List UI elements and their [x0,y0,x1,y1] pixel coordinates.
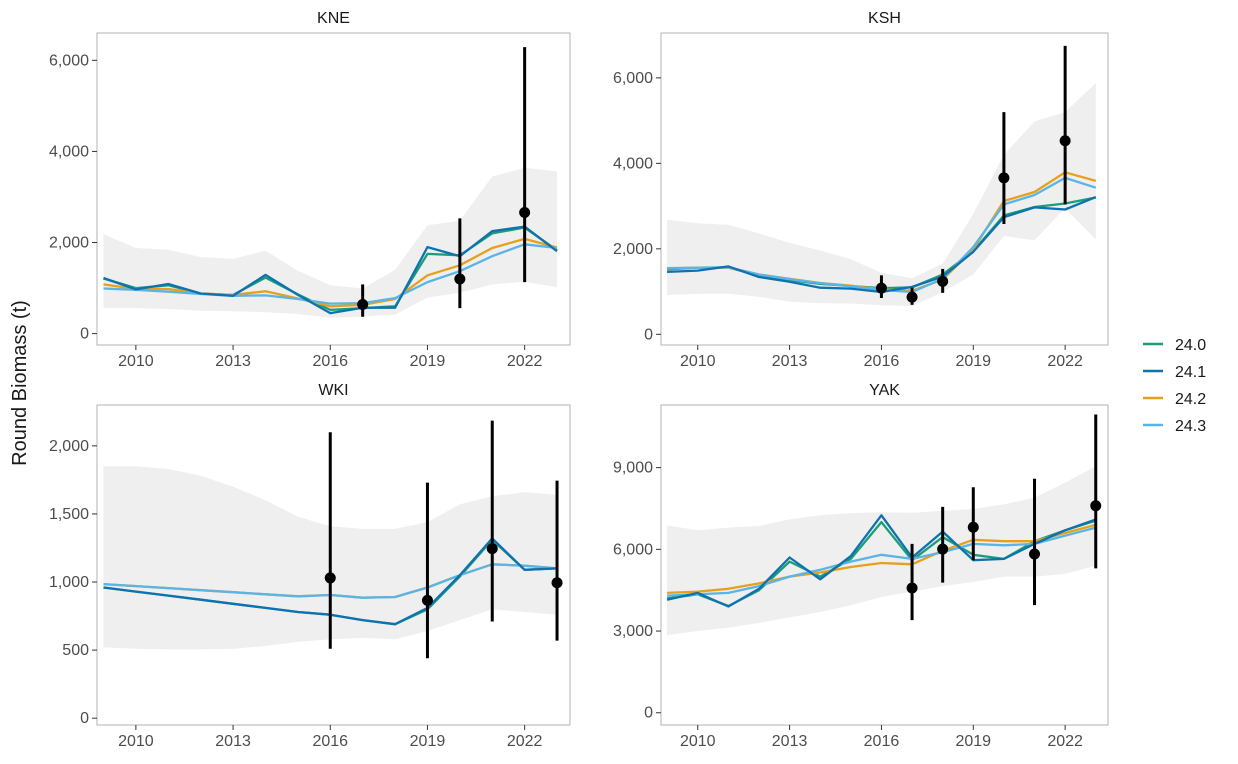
x-tick-label: 2019 [410,353,446,370]
observation-point [551,577,563,589]
y-tick-label: 6,000 [49,52,89,69]
y-tick-label: 2,000 [49,235,89,252]
x-tick-label: 2013 [772,733,808,750]
observation-point [1059,135,1071,147]
panel-title: KSH [868,10,901,27]
observation-point [357,298,369,310]
observation-point [519,206,531,218]
x-tick-label: 2016 [864,353,900,370]
panel-yak: YAK 2010 2013 2016 2019 2022 0 3,000 6,000 9,000 [613,382,1109,750]
x-tick-label: 2019 [955,733,991,750]
y-tick-label: 1,500 [49,506,89,523]
observation-point [937,543,949,555]
legend-label: 24.0 [1175,337,1206,354]
observation-point [998,172,1010,184]
y-tick-label: 500 [62,642,89,659]
x-tick-label: 2010 [680,353,716,370]
y-tick-label: 2,000 [613,241,653,258]
x-tick-label: 2013 [215,733,251,750]
x-tick-label: 2019 [410,733,446,750]
x-tick-label: 2022 [1047,353,1083,370]
y-tick-label: 0 [644,705,653,722]
y-tick-label: 6,000 [613,541,653,558]
x-tick-label: 2016 [312,353,348,370]
x-tick-label: 2010 [118,733,154,750]
series-line-24-1 [666,514,1097,608]
panel-border [660,404,1109,726]
observation-point [875,282,887,294]
x-tick-label: 2013 [215,353,251,370]
panel-border [96,404,571,726]
observation-point [1090,500,1102,512]
observation-point [906,291,918,303]
observation-point [967,521,979,533]
panel-wki: WKI 2010 2013 2016 2019 2022 0 500 1,000 1,500 2,0… [49,382,571,750]
observation-point [1029,548,1041,560]
panel-title: KNE [317,10,350,27]
confidence-band [667,466,1096,636]
y-tick-label: 4,000 [613,155,653,172]
x-tick-label: 2010 [118,353,154,370]
legend-label: 24.1 [1175,364,1206,381]
x-tick-label: 2016 [312,733,348,750]
x-tick-label: 2010 [680,733,716,750]
panel-title: WKI [318,382,348,399]
series-line-24-3 [103,243,558,305]
panel-border [96,32,571,346]
y-tick-label: 9,000 [613,460,653,477]
y-tick-label: 0 [644,326,653,343]
legend: 24.0 24.1 24.2 24.3 [1143,337,1206,435]
series-line-24-2 [667,523,1097,595]
x-tick-label: 2022 [507,353,543,370]
panel-border [660,32,1109,346]
panel-title: YAK [869,382,900,399]
confidence-band [103,167,557,318]
y-tick-label: 4,000 [49,143,89,160]
y-tick-label: 2,000 [49,438,89,455]
y-axis-title: Round Biomass (t) [9,300,31,466]
x-tick-label: 2022 [507,733,543,750]
y-tick-label: 0 [80,710,89,727]
observation-point [486,543,498,555]
series-line-24-1 [103,225,558,315]
x-tick-label: 2016 [864,733,900,750]
observation-point [937,275,949,287]
observation-point [906,582,918,594]
x-tick-label: 2019 [955,353,991,370]
legend-label: 24.2 [1175,391,1206,408]
y-tick-label: 0 [80,326,89,343]
observation-point [421,594,433,606]
y-tick-label: 6,000 [613,70,653,87]
legend-label: 24.3 [1175,418,1206,435]
confidence-band [667,83,1096,307]
series-line-24-3 [667,526,1097,597]
series-line-24-2 [103,237,558,308]
observation-point [454,273,466,285]
observation-point [324,572,336,584]
y-tick-label: 1,000 [49,574,89,591]
x-tick-label: 2022 [1047,733,1083,750]
y-tick-label: 3,000 [613,623,653,640]
panel-kne: KNE 2010 2013 2016 2019 2022 0 2,000 4,000 6,000 [49,10,571,370]
panel-ksh: KSH 2010 2013 2016 2019 2022 0 2,000 4,000 6,000 [613,10,1109,370]
x-tick-label: 2013 [772,353,808,370]
